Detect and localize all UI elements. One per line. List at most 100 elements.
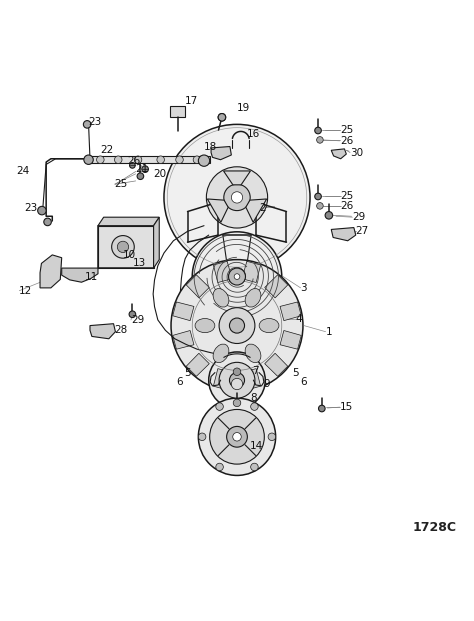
Circle shape (228, 268, 246, 285)
Circle shape (117, 241, 128, 253)
Text: 1: 1 (326, 327, 332, 337)
Polygon shape (213, 261, 232, 283)
Text: 25: 25 (341, 191, 354, 201)
Polygon shape (173, 302, 194, 320)
Text: 1728C: 1728C (412, 522, 456, 534)
Circle shape (157, 156, 164, 163)
Circle shape (198, 433, 206, 440)
Polygon shape (331, 227, 356, 241)
Polygon shape (331, 149, 346, 159)
Circle shape (219, 307, 255, 343)
Text: 25: 25 (115, 179, 128, 189)
Polygon shape (207, 199, 228, 222)
Text: 5: 5 (292, 368, 299, 378)
Polygon shape (98, 225, 154, 268)
Circle shape (251, 463, 258, 471)
Circle shape (317, 137, 323, 143)
Circle shape (229, 318, 245, 333)
Circle shape (137, 173, 144, 179)
Circle shape (233, 399, 241, 407)
Polygon shape (280, 330, 301, 349)
Text: 8: 8 (250, 392, 257, 402)
Text: 27: 27 (355, 226, 368, 237)
Circle shape (233, 368, 241, 376)
Circle shape (325, 212, 333, 219)
Circle shape (219, 362, 255, 398)
Text: 13: 13 (132, 258, 146, 268)
Text: 23: 23 (24, 203, 37, 213)
Circle shape (210, 409, 264, 464)
Text: 19: 19 (237, 103, 250, 113)
Polygon shape (280, 302, 301, 320)
Circle shape (216, 403, 223, 410)
Text: 29: 29 (131, 315, 144, 325)
Text: 30: 30 (350, 148, 363, 158)
Text: 5: 5 (184, 368, 191, 378)
Circle shape (112, 235, 134, 258)
Circle shape (97, 156, 104, 163)
Circle shape (193, 156, 201, 163)
Circle shape (231, 378, 243, 389)
Circle shape (233, 433, 241, 441)
Text: 3: 3 (301, 283, 307, 293)
Text: 29: 29 (353, 212, 366, 222)
Circle shape (234, 274, 240, 279)
Ellipse shape (245, 344, 261, 363)
Circle shape (164, 124, 310, 271)
Polygon shape (173, 330, 194, 349)
Text: 20: 20 (154, 169, 167, 179)
Bar (170, 106, 185, 117)
Text: 26: 26 (128, 156, 141, 166)
Text: 9: 9 (263, 379, 270, 389)
Ellipse shape (245, 289, 261, 307)
Ellipse shape (195, 319, 215, 333)
Text: 17: 17 (185, 96, 199, 106)
Bar (88, 156, 210, 163)
Circle shape (44, 218, 51, 225)
Circle shape (218, 114, 226, 121)
Circle shape (176, 156, 183, 163)
Text: 26: 26 (341, 201, 354, 211)
Circle shape (115, 156, 122, 163)
Bar (98, 225, 154, 268)
Ellipse shape (213, 289, 229, 307)
Circle shape (224, 184, 250, 211)
Circle shape (319, 406, 325, 412)
Polygon shape (211, 147, 231, 160)
Circle shape (37, 206, 46, 215)
Circle shape (218, 114, 226, 121)
Text: 6: 6 (301, 377, 307, 387)
Polygon shape (62, 268, 98, 282)
Circle shape (229, 373, 245, 388)
Text: 23: 23 (89, 117, 102, 127)
Ellipse shape (213, 344, 229, 363)
Text: 2: 2 (260, 203, 266, 213)
Text: 15: 15 (340, 402, 353, 412)
Polygon shape (264, 275, 288, 298)
Polygon shape (246, 199, 267, 222)
Circle shape (315, 127, 321, 134)
Circle shape (171, 260, 303, 392)
Circle shape (129, 163, 135, 168)
Circle shape (231, 192, 243, 203)
Circle shape (227, 427, 247, 447)
Circle shape (315, 193, 321, 200)
Text: 4: 4 (296, 314, 302, 324)
Circle shape (206, 167, 268, 228)
Text: 11: 11 (85, 271, 99, 281)
Polygon shape (242, 261, 261, 283)
Text: 6: 6 (177, 377, 183, 387)
Polygon shape (154, 217, 159, 268)
Circle shape (129, 311, 136, 317)
Text: 12: 12 (19, 286, 33, 296)
Circle shape (198, 155, 210, 166)
Polygon shape (242, 369, 261, 390)
Circle shape (142, 166, 148, 173)
Text: 26: 26 (341, 136, 354, 146)
Polygon shape (264, 353, 288, 376)
Polygon shape (186, 275, 210, 298)
Circle shape (317, 202, 323, 209)
Circle shape (209, 352, 265, 409)
Polygon shape (98, 217, 159, 225)
Circle shape (83, 120, 91, 128)
